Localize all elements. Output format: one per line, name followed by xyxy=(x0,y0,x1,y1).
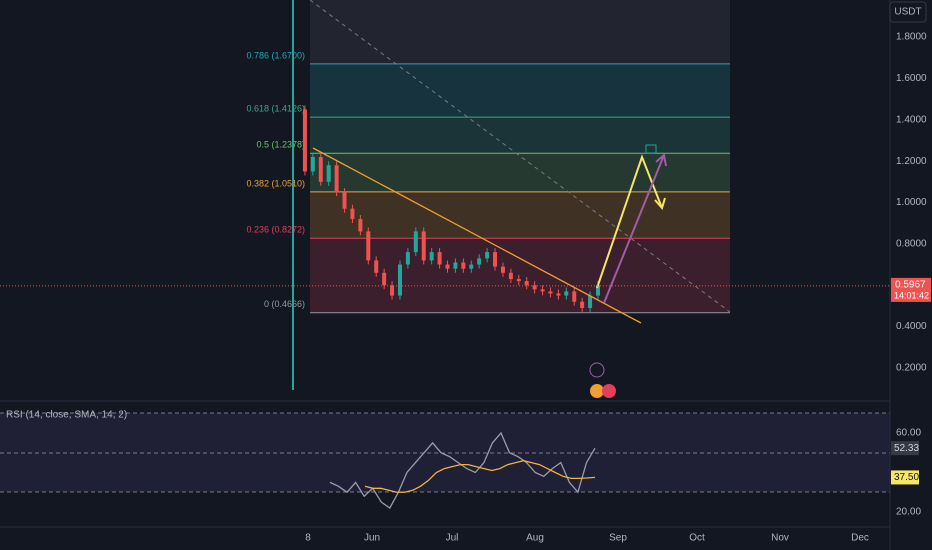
y-tick-label: 1.0000 xyxy=(896,197,927,208)
arrow-head xyxy=(654,197,666,211)
candle xyxy=(334,165,339,193)
candle xyxy=(405,252,410,265)
candle xyxy=(374,260,379,273)
candle xyxy=(310,156,315,172)
rsi-badge-label: 37.50 xyxy=(894,472,919,483)
candle xyxy=(342,192,347,209)
projection-arrow xyxy=(596,154,663,289)
candle xyxy=(461,262,466,269)
candle xyxy=(508,272,513,280)
candle xyxy=(413,231,418,253)
x-tick-label: Dec xyxy=(851,533,869,544)
y-tick-label: 0.8000 xyxy=(896,238,927,249)
candle xyxy=(532,285,537,290)
candle xyxy=(485,252,490,259)
projection-arrow xyxy=(603,154,665,304)
fib-zone xyxy=(310,238,730,313)
candle xyxy=(493,252,498,267)
fib-zone xyxy=(310,191,730,239)
candle xyxy=(429,252,434,261)
rsi-badge-label: 52.33 xyxy=(894,443,919,454)
rsi-ma-line xyxy=(364,460,596,493)
x-tick-label: 8 xyxy=(305,533,311,544)
rsi-tick-label: 60.00 xyxy=(896,428,921,439)
countdown: 14:01:42 xyxy=(894,290,929,300)
candle xyxy=(588,295,593,308)
candle xyxy=(445,264,450,269)
fib-zone xyxy=(310,0,730,64)
candle xyxy=(500,266,505,273)
y-tick-label: 1.6000 xyxy=(896,73,927,84)
candle xyxy=(397,264,402,296)
y-tick-label: 1.2000 xyxy=(896,156,927,167)
fib-zone xyxy=(310,63,730,118)
rsi-badge xyxy=(891,470,919,485)
candle xyxy=(437,252,442,265)
y-tick-label: 1.8000 xyxy=(896,32,927,43)
candle xyxy=(390,285,395,296)
rsi-badge xyxy=(891,441,919,456)
currency-label: USDT xyxy=(894,7,921,18)
rsi-label: RSI (14, close, SMA, 14, 2) xyxy=(6,410,127,421)
x-tick-label: Nov xyxy=(771,533,789,544)
candle xyxy=(596,285,600,296)
candle xyxy=(382,272,387,286)
x-tick-label: Oct xyxy=(689,533,705,544)
event-icon[interactable] xyxy=(589,362,605,378)
candle xyxy=(540,289,545,292)
candle xyxy=(572,291,577,302)
fib-label: 0.786 (1.6700) xyxy=(246,50,305,60)
event-icon[interactable] xyxy=(590,384,604,398)
target-icon xyxy=(645,144,657,154)
candle xyxy=(469,264,474,269)
candle xyxy=(564,291,569,296)
fib-label: 0 (0.4666) xyxy=(264,299,305,309)
candle xyxy=(358,219,363,232)
candle xyxy=(580,301,585,308)
candle xyxy=(302,109,307,172)
last-price-label: 0.5967 xyxy=(895,280,926,291)
candle xyxy=(350,208,355,220)
fib-label: 0.382 (1.0510) xyxy=(246,178,305,188)
x-tick-label: Sep xyxy=(609,533,627,544)
candle xyxy=(556,293,561,296)
x-tick-label: Jul xyxy=(446,533,459,544)
arrow-head xyxy=(655,153,667,167)
fib-label: 0.618 (1.4126) xyxy=(246,104,305,114)
candle xyxy=(366,231,371,261)
y-tick-label: 0.2000 xyxy=(896,363,927,374)
candle xyxy=(524,281,529,286)
candle xyxy=(326,165,331,182)
candle xyxy=(318,156,323,182)
last-price-badge xyxy=(891,277,931,302)
candle xyxy=(548,291,553,294)
fib-label: 0.5 (1.2378) xyxy=(256,140,305,150)
candle xyxy=(477,258,482,265)
x-tick-label: Jun xyxy=(364,533,380,544)
y-tick-label: 1.4000 xyxy=(896,114,927,125)
rsi-tick-label: 20.00 xyxy=(896,507,921,518)
x-tick-label: Aug xyxy=(526,533,544,544)
candle xyxy=(453,262,458,269)
fib-zone xyxy=(310,117,730,154)
fib-zone xyxy=(310,153,730,192)
currency-button[interactable] xyxy=(889,1,927,23)
event-icon[interactable] xyxy=(602,384,616,398)
candle xyxy=(421,231,426,261)
candle xyxy=(516,279,521,282)
descending-trendline xyxy=(312,147,642,324)
fib-label: 0.236 (0.8272) xyxy=(246,225,305,235)
y-tick-label: 0.4000 xyxy=(896,321,927,332)
